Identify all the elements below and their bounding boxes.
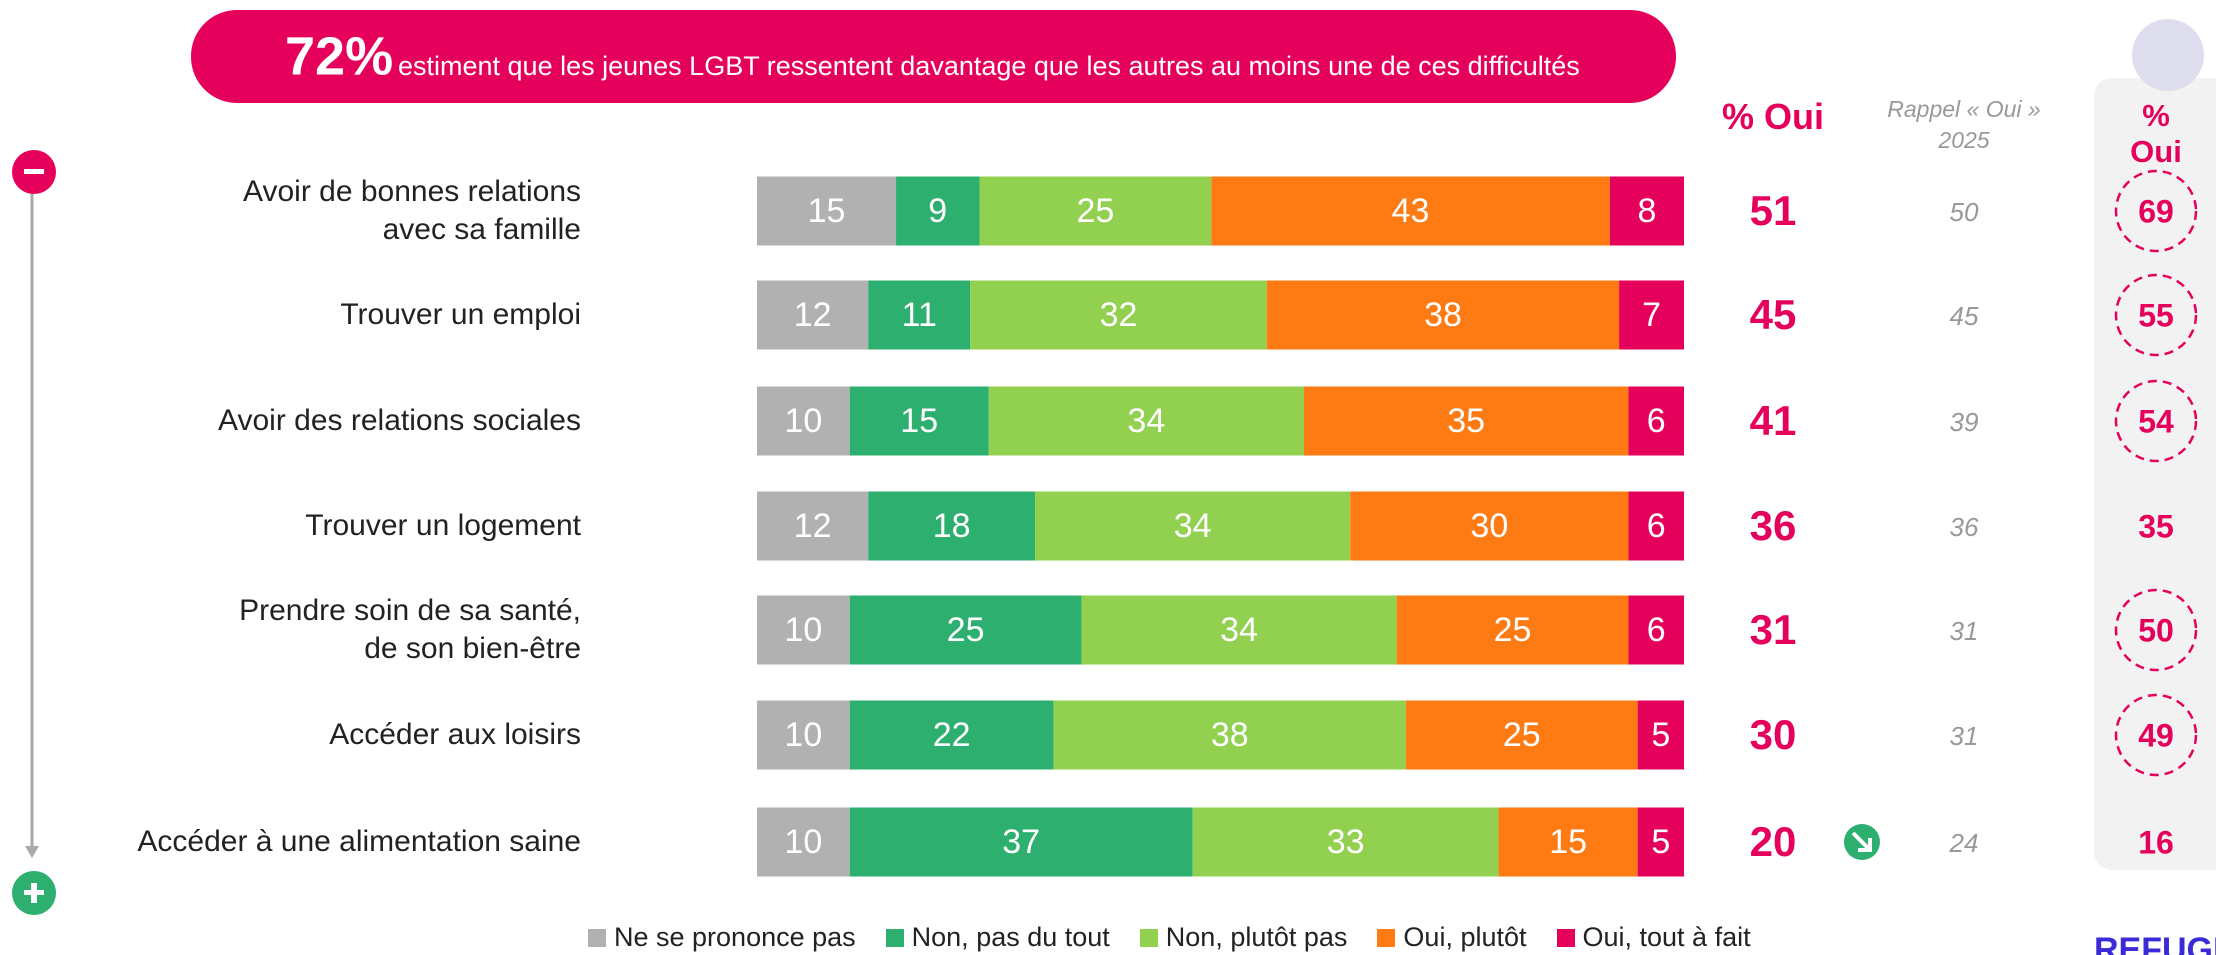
legend-item: Oui, plutôt	[1377, 922, 1526, 953]
category-label: Avoir de bonnes relations avec sa famill…	[243, 173, 581, 249]
bar-label: 10	[784, 402, 822, 440]
legend: Ne se prononce pas Non, pas du tout Non, p…	[588, 922, 1751, 953]
column-value: 41	[1750, 397, 1797, 444]
column-value: 31	[1950, 616, 1979, 646]
bar-label: 34	[1220, 611, 1258, 649]
column-value: 31	[1750, 606, 1797, 653]
column-value: 39	[1950, 407, 1979, 437]
legend-swatch	[1377, 929, 1395, 947]
column-value: 45	[1750, 291, 1797, 338]
column-value: 69	[2138, 193, 2174, 229]
legend-label: Non, plutôt pas	[1166, 922, 1348, 953]
bar-label: 43	[1392, 192, 1430, 230]
bar-label: 11	[902, 296, 937, 334]
bar-label: 35	[1447, 402, 1485, 440]
column-header: Rappel « Oui » 2025	[1887, 94, 2040, 156]
column-value: 36	[1750, 502, 1797, 549]
column-value: 36	[1950, 512, 1979, 542]
column-header: % Oui	[2126, 98, 2186, 170]
legend-label: Oui, tout à fait	[1583, 922, 1751, 953]
bar-label: 8	[1637, 192, 1656, 230]
bar-label: 10	[784, 611, 822, 649]
bar-label: 33	[1327, 823, 1365, 861]
category-label: Prendre soin de sa santé, de son bien-êt…	[239, 592, 581, 668]
bar-label: 6	[1647, 611, 1666, 649]
legend-swatch	[588, 929, 606, 947]
bar-label: 12	[794, 296, 832, 334]
column-value: 24	[1949, 828, 1979, 858]
category-label: Trouver un emploi	[340, 296, 581, 334]
legend-item: Oui, tout à fait	[1557, 922, 1751, 953]
category-label: Accéder à une alimentation saine	[137, 823, 581, 861]
bar-label: 7	[1642, 296, 1661, 334]
column-header: % Oui	[1722, 96, 1824, 138]
bar-label: 30	[1470, 507, 1508, 545]
bar-label: 37	[1002, 823, 1040, 861]
bar-label: 32	[1100, 296, 1138, 334]
bar-label: 6	[1647, 402, 1666, 440]
bar-label: 38	[1211, 716, 1249, 754]
page: 72% estiment que les jeunes LGBT ressent…	[0, 0, 2216, 955]
bar-label: 15	[808, 192, 846, 230]
bar-label: 10	[784, 716, 822, 754]
category-label: Trouver un logement	[305, 507, 581, 545]
column-value: 35	[2138, 508, 2174, 544]
bar-label: 5	[1651, 716, 1670, 754]
column-value: 20	[1750, 818, 1797, 865]
column-value: 16	[2138, 824, 2174, 860]
column-value: 49	[2138, 717, 2174, 753]
legend-item: Ne se prononce pas	[588, 922, 856, 953]
banner-text: estiment que les jeunes LGBT ressentent …	[398, 51, 1580, 81]
legend-label: Ne se prononce pas	[614, 922, 856, 953]
column-value: 45	[1950, 301, 1979, 331]
bar-label: 22	[933, 716, 971, 754]
flag-icon	[2132, 19, 2204, 91]
bar-label: 10	[784, 823, 822, 861]
bar-label: 38	[1424, 296, 1462, 334]
legend-swatch	[886, 929, 904, 947]
column-value: 55	[2138, 297, 2174, 333]
category-label: Accéder aux loisirs	[329, 716, 581, 754]
legend-item: Non, plutôt pas	[1140, 922, 1348, 953]
legend-label: Non, pas du tout	[912, 922, 1110, 953]
chart: 72% estiment que les jeunes LGBT ressent…	[0, 0, 2216, 955]
bar-label: 12	[794, 507, 832, 545]
legend-swatch	[1557, 929, 1575, 947]
bar-label: 25	[1503, 716, 1541, 754]
minus-sign	[24, 169, 44, 174]
logo: REFUGE	[2094, 931, 2216, 955]
column-value: 50	[2138, 612, 2174, 648]
category-label: Avoir des relations sociales	[218, 402, 581, 440]
column-value: 31	[1950, 721, 1979, 751]
bar-label: 25	[947, 611, 985, 649]
column-value: 51	[1750, 187, 1797, 234]
column-value: 54	[2138, 403, 2174, 439]
column-value: 50	[1950, 197, 1979, 227]
bar-label: 15	[1549, 823, 1587, 861]
bar-label: 15	[900, 402, 938, 440]
banner-figure: 72%	[285, 26, 393, 86]
legend-item: Non, pas du tout	[886, 922, 1110, 953]
legend-swatch	[1140, 929, 1158, 947]
bar-label: 34	[1127, 402, 1165, 440]
bar-label: 25	[1494, 611, 1532, 649]
bar-label: 25	[1076, 192, 1114, 230]
bar-label: 5	[1651, 823, 1670, 861]
legend-label: Oui, plutôt	[1403, 922, 1526, 953]
bar-label: 34	[1174, 507, 1212, 545]
plus-sign	[31, 883, 37, 903]
scale-arrow	[25, 846, 39, 858]
column-value: 30	[1750, 711, 1797, 758]
bar-label: 18	[933, 507, 971, 545]
bar-label: 6	[1647, 507, 1666, 545]
bar-label: 9	[928, 192, 947, 230]
